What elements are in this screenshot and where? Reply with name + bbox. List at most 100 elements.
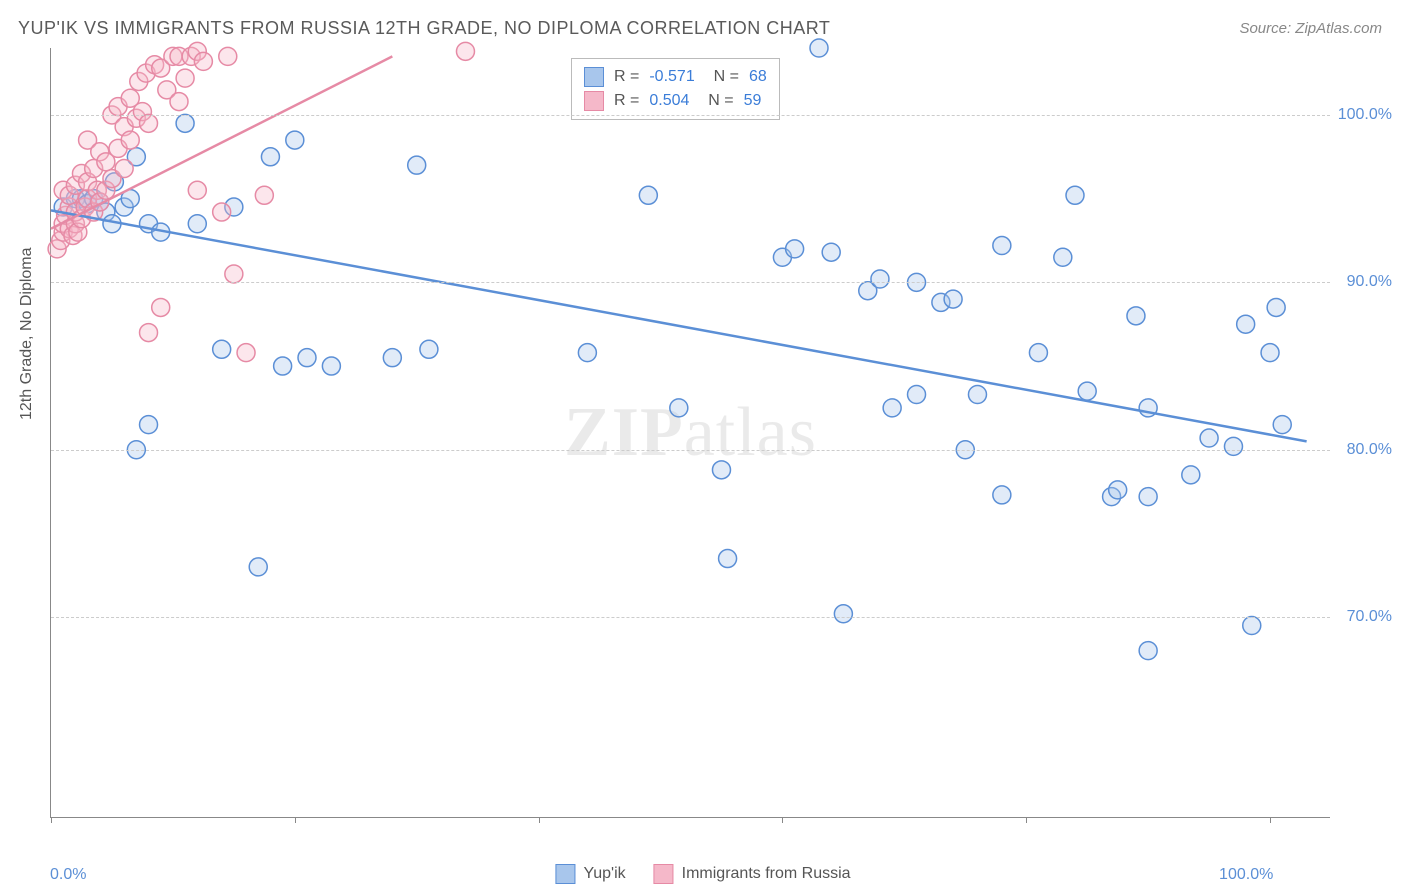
scatter-point	[871, 270, 889, 288]
x-tick	[1270, 817, 1271, 823]
scatter-point	[810, 39, 828, 57]
scatter-point	[286, 131, 304, 149]
y-tick-label: 100.0%	[1338, 106, 1392, 124]
legend-swatch	[584, 91, 604, 111]
source-label: Source: ZipAtlas.com	[1239, 20, 1382, 37]
scatter-point	[176, 69, 194, 87]
x-tick-label: 100.0%	[1219, 866, 1273, 884]
scatter-point	[1029, 344, 1047, 362]
scatter-point	[1078, 382, 1096, 400]
scatter-point	[237, 344, 255, 362]
x-tick-label: 0.0%	[50, 866, 86, 884]
scatter-point	[968, 386, 986, 404]
corr-r-value: -0.571	[649, 68, 694, 86]
scatter-point	[1224, 437, 1242, 455]
corr-r-label: R =	[614, 68, 639, 86]
scatter-point	[719, 550, 737, 568]
x-tick	[295, 817, 296, 823]
scatter-point	[121, 131, 139, 149]
scatter-svg	[51, 48, 1330, 817]
y-tick-label: 70.0%	[1347, 608, 1392, 626]
scatter-point	[670, 399, 688, 417]
corr-n-label: N =	[699, 92, 733, 110]
gridline-h	[51, 282, 1330, 283]
legend-label: Immigrants from Russia	[682, 865, 851, 883]
corr-n-label: N =	[705, 68, 739, 86]
scatter-point	[115, 160, 133, 178]
scatter-point	[140, 324, 158, 342]
scatter-point	[152, 298, 170, 316]
scatter-point	[219, 47, 237, 65]
scatter-point	[1261, 344, 1279, 362]
legend-swatch	[584, 67, 604, 87]
scatter-point	[1267, 298, 1285, 316]
scatter-point	[883, 399, 901, 417]
scatter-point	[408, 156, 426, 174]
scatter-point	[639, 186, 657, 204]
scatter-point	[383, 349, 401, 367]
scatter-point	[1066, 186, 1084, 204]
scatter-point	[1054, 248, 1072, 266]
scatter-point	[255, 186, 273, 204]
scatter-point	[993, 486, 1011, 504]
legend-item: Yup'ik	[555, 864, 625, 884]
scatter-point	[993, 237, 1011, 255]
scatter-point	[274, 357, 292, 375]
scatter-point	[249, 558, 267, 576]
plot-area: ZIPatlas R = -0.571 N = 68R = 0.504 N = …	[50, 48, 1330, 818]
corr-r-label: R =	[614, 92, 639, 110]
x-tick	[539, 817, 540, 823]
scatter-point	[578, 344, 596, 362]
scatter-point	[170, 93, 188, 111]
scatter-point	[1273, 416, 1291, 434]
scatter-point	[188, 181, 206, 199]
scatter-point	[188, 215, 206, 233]
scatter-point	[1127, 307, 1145, 325]
scatter-point	[786, 240, 804, 258]
scatter-point	[1139, 642, 1157, 660]
scatter-point	[822, 243, 840, 261]
corr-legend-row: R = -0.571 N = 68	[584, 65, 767, 89]
gridline-h	[51, 617, 1330, 618]
correlation-legend: R = -0.571 N = 68R = 0.504 N = 59	[571, 58, 780, 120]
legend-label: Yup'ik	[583, 865, 625, 883]
legend-swatch	[555, 864, 575, 884]
scatter-point	[213, 203, 231, 221]
chart-title: YUP'IK VS IMMIGRANTS FROM RUSSIA 12TH GR…	[18, 18, 830, 39]
scatter-point	[298, 349, 316, 367]
scatter-point	[140, 114, 158, 132]
x-tick	[1026, 817, 1027, 823]
scatter-point	[1182, 466, 1200, 484]
scatter-point	[1139, 488, 1157, 506]
scatter-point	[1200, 429, 1218, 447]
scatter-point	[194, 52, 212, 70]
scatter-point	[908, 386, 926, 404]
scatter-point	[944, 290, 962, 308]
scatter-point	[140, 416, 158, 434]
y-axis-label: 12th Grade, No Diploma	[18, 247, 36, 420]
x-tick	[51, 817, 52, 823]
legend-item: Immigrants from Russia	[654, 864, 851, 884]
scatter-point	[834, 605, 852, 623]
series-legend: Yup'ik Immigrants from Russia	[555, 864, 850, 884]
scatter-point	[1237, 315, 1255, 333]
y-tick-label: 90.0%	[1347, 273, 1392, 291]
scatter-point	[176, 114, 194, 132]
corr-legend-row: R = 0.504 N = 59	[584, 89, 767, 113]
gridline-h	[51, 450, 1330, 451]
scatter-point	[712, 461, 730, 479]
scatter-point	[456, 42, 474, 60]
legend-swatch	[654, 864, 674, 884]
gridline-h	[51, 115, 1330, 116]
corr-n-value: 68	[749, 68, 767, 86]
scatter-point	[213, 340, 231, 358]
scatter-point	[225, 265, 243, 283]
corr-n-value: 59	[744, 92, 762, 110]
scatter-point	[1109, 481, 1127, 499]
x-tick	[782, 817, 783, 823]
scatter-point	[261, 148, 279, 166]
corr-r-value: 0.504	[649, 92, 689, 110]
scatter-point	[1243, 617, 1261, 635]
y-tick-label: 80.0%	[1347, 441, 1392, 459]
scatter-point	[322, 357, 340, 375]
